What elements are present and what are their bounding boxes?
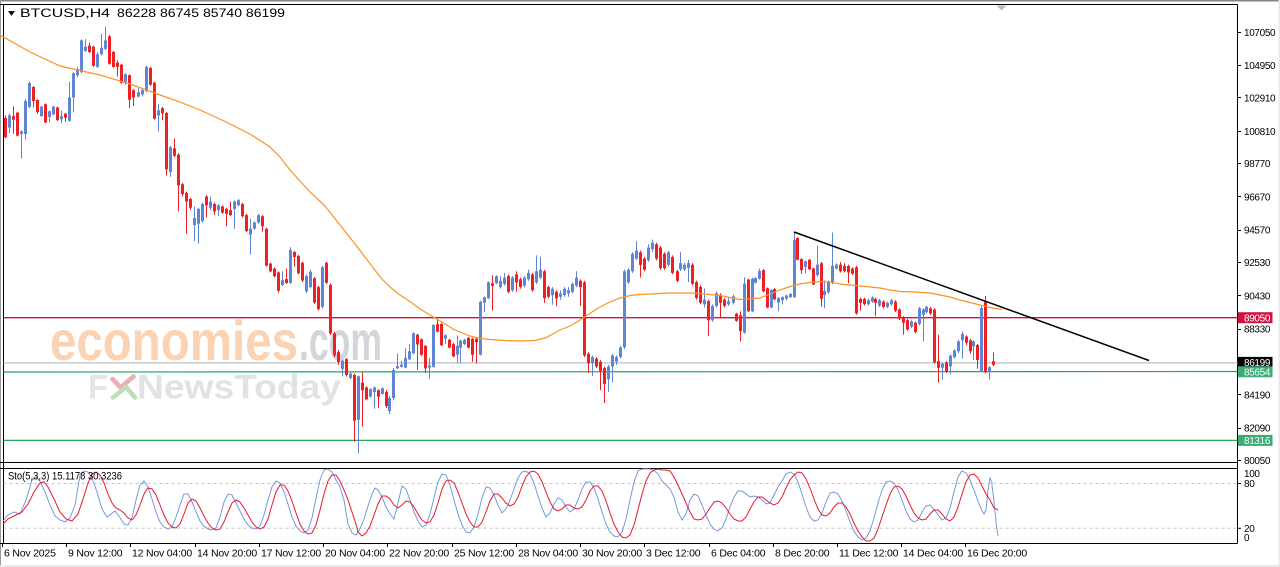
svg-text:96670: 96670 bbox=[1244, 192, 1271, 203]
svg-text:3 Dec 12:00: 3 Dec 12:00 bbox=[646, 548, 701, 560]
svg-text:28 Nov 04:00: 28 Nov 04:00 bbox=[518, 548, 578, 560]
svg-text:90430: 90430 bbox=[1244, 291, 1271, 302]
svg-text:104950: 104950 bbox=[1244, 61, 1276, 72]
svg-text:92530: 92530 bbox=[1244, 258, 1271, 269]
svg-text:100810: 100810 bbox=[1244, 127, 1276, 138]
svg-text:85654: 85654 bbox=[1244, 367, 1271, 378]
svg-text:80: 80 bbox=[1244, 479, 1255, 490]
svg-text:F: F bbox=[88, 369, 108, 407]
svg-text:88330: 88330 bbox=[1244, 325, 1271, 336]
svg-text:86199: 86199 bbox=[1244, 358, 1271, 369]
svg-text:.com: .com bbox=[299, 309, 382, 372]
svg-text:25 Nov 12:00: 25 Nov 12:00 bbox=[454, 548, 514, 560]
svg-text:80050: 80050 bbox=[1244, 456, 1271, 467]
svg-text:84190: 84190 bbox=[1244, 390, 1271, 401]
svg-text:BTCUSD,H4: BTCUSD,H4 bbox=[20, 6, 110, 20]
svg-text:82090: 82090 bbox=[1244, 424, 1271, 435]
svg-text:81316: 81316 bbox=[1244, 436, 1271, 447]
svg-text:100: 100 bbox=[1244, 469, 1260, 480]
svg-text:107050: 107050 bbox=[1244, 28, 1276, 39]
svg-text:12 Nov 04:00: 12 Nov 04:00 bbox=[132, 548, 192, 560]
svg-text:98770: 98770 bbox=[1244, 159, 1271, 170]
svg-text:17 Nov 12:00: 17 Nov 12:00 bbox=[261, 548, 321, 560]
svg-text:0: 0 bbox=[1244, 533, 1250, 544]
svg-text:89050: 89050 bbox=[1244, 313, 1271, 324]
svg-text:30 Nov 20:00: 30 Nov 20:00 bbox=[582, 548, 642, 560]
svg-text:22 Nov 20:00: 22 Nov 20:00 bbox=[389, 548, 449, 560]
svg-text:14 Dec 04:00: 14 Dec 04:00 bbox=[903, 548, 963, 560]
svg-text:9 Nov 12:00: 9 Nov 12:00 bbox=[68, 548, 123, 560]
svg-text:94570: 94570 bbox=[1244, 226, 1271, 237]
svg-text:economies: economies bbox=[50, 309, 298, 372]
svg-text:NewsToday: NewsToday bbox=[137, 369, 341, 407]
svg-text:14 Nov 20:00: 14 Nov 20:00 bbox=[197, 548, 257, 560]
svg-text:8 Dec 20:00: 8 Dec 20:00 bbox=[775, 548, 830, 560]
svg-text:11 Dec 12:00: 11 Dec 12:00 bbox=[839, 548, 899, 560]
svg-text:20 Nov 04:00: 20 Nov 04:00 bbox=[325, 548, 385, 560]
svg-text:6 Nov 2025: 6 Nov 2025 bbox=[4, 548, 56, 560]
svg-text:16 Dec 20:00: 16 Dec 20:00 bbox=[967, 548, 1027, 560]
svg-text:6 Dec 04:00: 6 Dec 04:00 bbox=[711, 548, 766, 560]
svg-text:20: 20 bbox=[1244, 524, 1255, 535]
svg-text:86228 86745 85740 86199: 86228 86745 85740 86199 bbox=[117, 6, 285, 20]
svg-text:102910: 102910 bbox=[1244, 94, 1276, 105]
svg-text:Sto(5,3,3) 15.1178 30.3236: Sto(5,3,3) 15.1178 30.3236 bbox=[8, 471, 122, 483]
